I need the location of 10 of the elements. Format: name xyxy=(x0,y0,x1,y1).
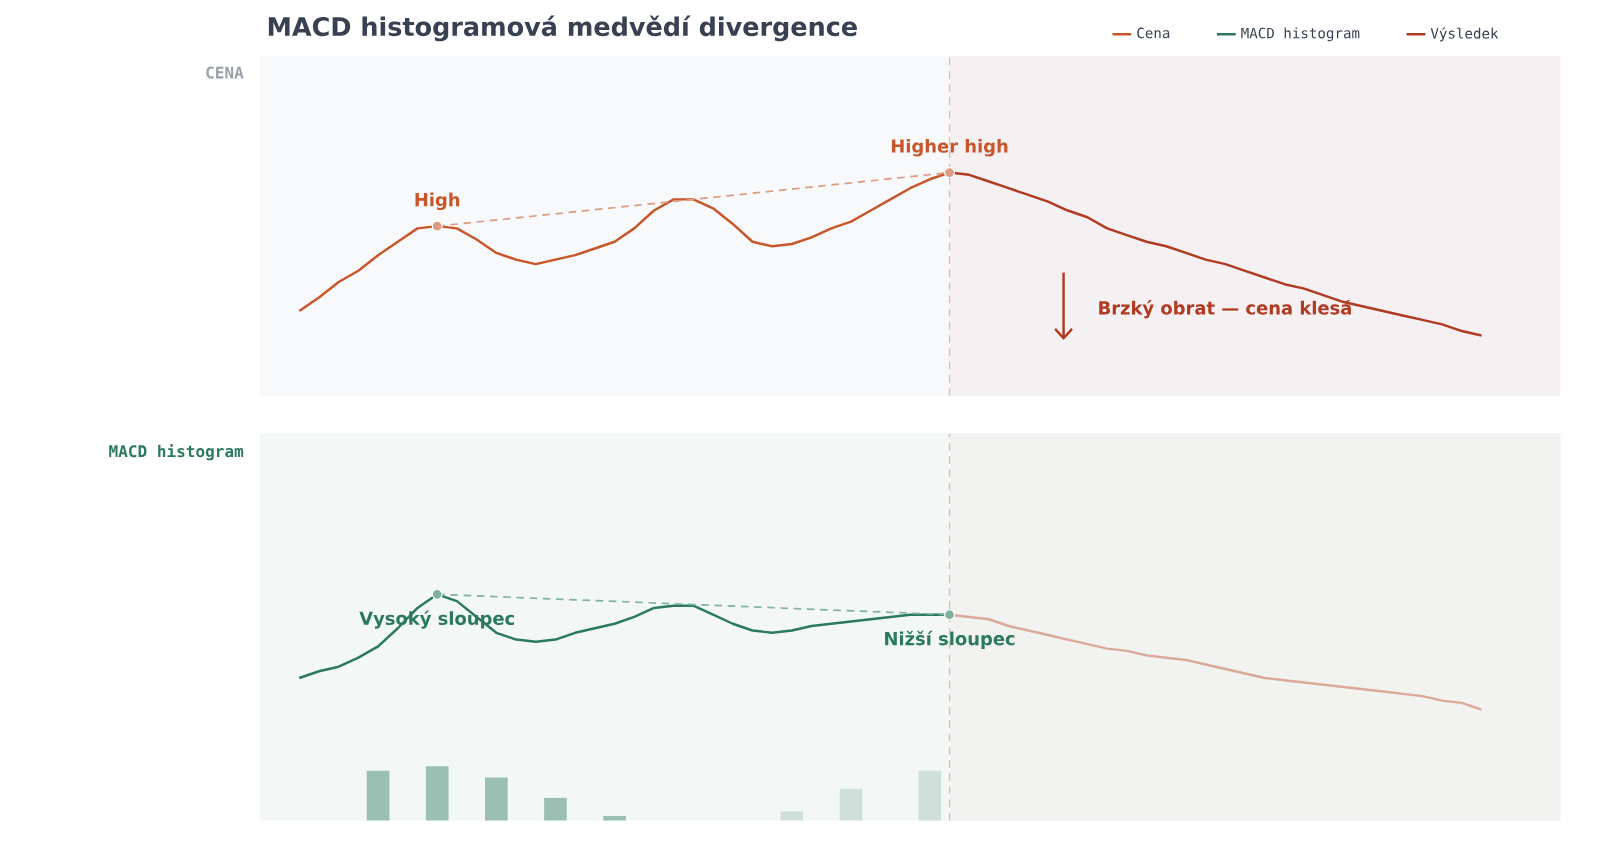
legend-label: MACD histogram xyxy=(1241,27,1360,42)
annotation: Nižší sloupec xyxy=(885,630,1015,649)
y-axis-title: CENA xyxy=(206,66,244,79)
legend-label: Cena xyxy=(1137,27,1170,39)
annotation: Higher high xyxy=(891,138,1008,157)
chart-title: MACD histogramová medvědí divergence xyxy=(268,15,857,42)
legend-label: Výsledek xyxy=(1430,27,1499,42)
y-axis-title: MACD histogram xyxy=(109,443,244,461)
annotation: Brzký obrat — cena klesá xyxy=(1099,299,1351,319)
annotation: High xyxy=(415,192,460,210)
